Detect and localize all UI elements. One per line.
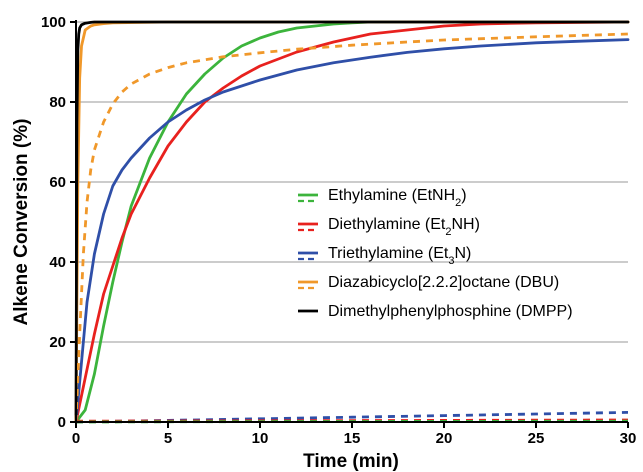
axes <box>70 20 629 428</box>
series-line-5 <box>74 32 629 423</box>
y-tick-label-60: 60 <box>49 174 66 191</box>
legend-item-4: Dimethylphenylphosphine (DMPP) <box>298 303 573 320</box>
y-tick-label-100: 100 <box>41 14 66 31</box>
tick-labels: 0 5 10 15 20 25 30 0 20 40 60 80 100 <box>41 14 636 447</box>
x-tick-label-0: 0 <box>72 430 80 447</box>
series-line-4 <box>74 20 630 424</box>
legend-label: Diazabicyclo[2.2.2]octane (DBU) <box>328 274 559 291</box>
y-tick-label-20: 20 <box>49 334 66 351</box>
x-tick-label-20: 20 <box>436 430 453 447</box>
legend-item-0: Ethylamine (EtNH2) <box>298 187 467 209</box>
legend: Ethylamine (EtNH2) Diethylamine (Et2NH) Tr… <box>298 187 573 320</box>
x-tick-label-25: 25 <box>528 430 545 447</box>
x-tick-label-10: 10 <box>252 430 269 447</box>
legend-item-1: Diethylamine (Et2NH) <box>298 216 480 238</box>
y-axis-title: Alkene Conversion (%) <box>11 119 32 326</box>
legend-label: Diethylamine (Et2NH) <box>328 216 480 238</box>
legend-label: Dimethylphenylphosphine (DMPP) <box>328 303 573 320</box>
x-axis-title: Time (min) <box>303 451 399 472</box>
y-tick-label-40: 40 <box>49 254 66 271</box>
legend-label: Triethylamine (Et3N) <box>328 245 471 267</box>
x-tick-label-5: 5 <box>164 430 172 447</box>
x-tick-label-30: 30 <box>620 430 637 447</box>
y-tick-label-0: 0 <box>58 414 66 431</box>
legend-item-2: Triethylamine (Et3N) <box>298 245 471 267</box>
legend-item-3: Diazabicyclo[2.2.2]octane (DBU) <box>298 274 559 291</box>
legend-label: Ethylamine (EtNH2) <box>328 187 467 209</box>
y-tick-label-80: 80 <box>49 94 66 111</box>
series-line-2 <box>74 38 630 424</box>
x-tick-label-15: 15 <box>344 430 361 447</box>
